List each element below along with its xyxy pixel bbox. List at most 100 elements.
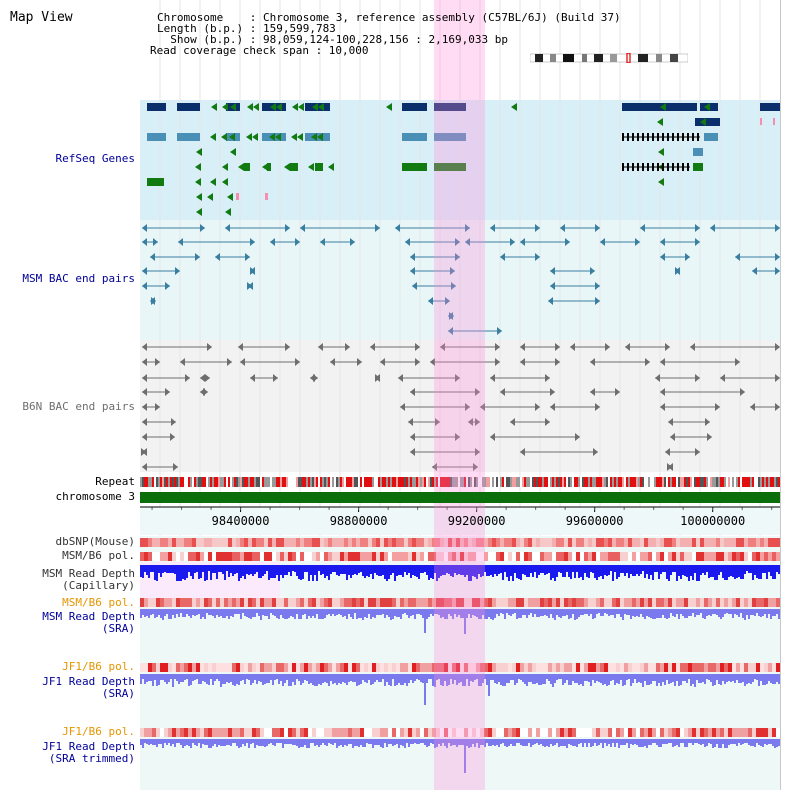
- jf1-pol-cell: [628, 663, 632, 672]
- label-msm-depth-capillary[interactable]: MSM Read Depth (Capillary): [42, 567, 135, 592]
- jf1-depth-trim-bar: [284, 739, 286, 744]
- gene-exon: [647, 133, 649, 141]
- msm-depth-cap-bar: [374, 565, 376, 573]
- jf1-pol-cell: [436, 663, 440, 672]
- msm-depth-cap-bar: [742, 565, 744, 579]
- jf1-depth-trim-bar: [630, 739, 632, 744]
- repeat-cell: [316, 477, 318, 487]
- msm-depth-sra-bar: [408, 609, 410, 618]
- jf1-depth-sra-bar: [738, 674, 740, 683]
- msm-pol-cell: [696, 552, 700, 561]
- label-jf1-depth-trim[interactable]: JF1 Read Depth (SRA trimmed): [42, 740, 135, 765]
- repeat-cell: [246, 477, 248, 487]
- repeat-cell: [678, 477, 680, 487]
- jf1-pol2-cell: [668, 728, 672, 737]
- msm-depth-cap-bar: [740, 565, 742, 579]
- msm-depth-cap-bar: [664, 565, 666, 572]
- msm-depth-cap-bar: [510, 565, 512, 576]
- arrow-head-left-icon: [142, 358, 147, 366]
- jf1-depth-sra-bar: [216, 674, 218, 679]
- msm-depth-sra-bar: [420, 609, 422, 615]
- jf1-depth-sra-bar: [574, 674, 576, 683]
- jf1-depth-sra-bar: [320, 674, 322, 685]
- label-jf1-b6-pol[interactable]: JF1/B6 pol.: [62, 660, 135, 673]
- jf1-depth-sra-bar: [242, 674, 244, 680]
- gene-exon: [697, 133, 699, 141]
- arrow-head-left-icon: [230, 103, 236, 111]
- jf1-depth-sra-bar: [386, 674, 388, 682]
- label-msm-b6-pol-2[interactable]: MSM/B6 pol.: [62, 596, 135, 609]
- msm-pol-cell: [376, 552, 380, 561]
- jf1-pol2-cell: [220, 728, 224, 737]
- repeat-cell: [754, 477, 756, 487]
- msm-pol2-cell: [432, 598, 436, 607]
- msm-pol-cell: [740, 552, 744, 561]
- msm-depth-sra-bar: [218, 609, 220, 617]
- msm-pol2-cell: [184, 598, 188, 607]
- repeat-cell: [750, 477, 752, 487]
- repeat-cell: [200, 477, 202, 487]
- msm-depth-sra-bar: [310, 609, 312, 618]
- jf1-depth-sra-bar: [520, 674, 522, 680]
- jf1-pol-cell: [196, 663, 200, 672]
- repeat-cell: [762, 477, 764, 487]
- jf1-pol-cell: [540, 663, 544, 672]
- repeat-cell: [728, 477, 730, 487]
- jf1-depth-sra-bar: [690, 674, 692, 686]
- dbsnp-cell: [436, 538, 440, 547]
- jf1-depth-trim-bar: [610, 739, 612, 747]
- jf1-depth-trim-bar: [696, 739, 698, 743]
- chromosome-ideogram-icon[interactable]: [530, 53, 688, 63]
- arrow-head-left-icon: [720, 374, 725, 382]
- dbsnp-cell: [320, 538, 324, 547]
- msm-depth-sra-bar: [198, 609, 200, 614]
- arrow-head-left-icon: [196, 193, 202, 201]
- msm-depth-sra-bar: [146, 609, 148, 616]
- msm-depth-cap-bar: [496, 565, 498, 576]
- jf1-depth-sra-bar: [416, 674, 418, 679]
- dbsnp-cell: [684, 538, 688, 547]
- label-repeat[interactable]: Repeat: [95, 475, 135, 488]
- jf1-depth-trim-bar: [582, 739, 584, 747]
- label-msm-bac[interactable]: MSM BAC end pairs: [22, 272, 135, 285]
- msm-depth-cap-bar: [628, 565, 630, 578]
- msm-depth-sra-bar: [742, 609, 744, 618]
- label-jf1-depth-sra[interactable]: JF1 Read Depth (SRA): [42, 675, 135, 700]
- dbsnp-cell: [384, 538, 388, 547]
- msm-pol2-cell: [544, 598, 548, 607]
- msm-depth-cap-bar: [466, 565, 468, 575]
- msm-depth-sra-bar: [378, 609, 380, 615]
- label-refseq-genes[interactable]: RefSeq Genes: [55, 152, 135, 165]
- jf1-depth-trim-bar: [382, 739, 384, 748]
- jf1-depth-trim-bar: [530, 739, 532, 747]
- msm-depth-cap-bar: [360, 565, 362, 572]
- msm-depth-cap-bar: [158, 565, 160, 573]
- label-msm-b6-pol[interactable]: MSM/B6 pol.: [62, 549, 135, 562]
- label-b6n-bac[interactable]: B6N BAC end pairs: [22, 400, 135, 413]
- repeat-cell: [190, 477, 192, 487]
- arrow-head-left-icon: [250, 374, 255, 382]
- label-dbsnp[interactable]: dbSNP(Mouse): [55, 535, 135, 548]
- msm-depth-cap-bar: [576, 565, 578, 572]
- repeat-cell: [620, 477, 622, 487]
- label-msm-depth-sra[interactable]: MSM Read Depth (SRA): [42, 610, 135, 635]
- repeat-cell: [188, 477, 190, 487]
- msm-pol2-cell: [648, 598, 652, 607]
- jf1-depth-trim-bar: [718, 739, 720, 748]
- jf1-depth-trim-bar: [184, 739, 186, 746]
- msm-depth-sra-bar: [256, 609, 258, 613]
- msm-depth-cap-bar: [716, 565, 718, 580]
- jf1-depth-trim-bar: [682, 739, 684, 743]
- jf1-depth-sra-bar: [558, 674, 560, 679]
- jf1-depth-sra-bar: [604, 674, 606, 684]
- dbsnp-cell: [744, 538, 748, 547]
- arrow-head-right-icon: [535, 253, 540, 261]
- jf1-depth-trim-bar: [752, 739, 754, 746]
- repeat-cell: [334, 477, 336, 487]
- jf1-depth-trim-bar: [612, 739, 614, 743]
- msm-depth-cap-bar: [438, 565, 440, 578]
- label-jf1-b6-pol-2[interactable]: JF1/B6 pol.: [62, 725, 135, 738]
- jf1-depth-trim-bar: [190, 739, 192, 748]
- msm-depth-sra-bar: [520, 609, 522, 618]
- msm-depth-sra-bar: [696, 609, 698, 615]
